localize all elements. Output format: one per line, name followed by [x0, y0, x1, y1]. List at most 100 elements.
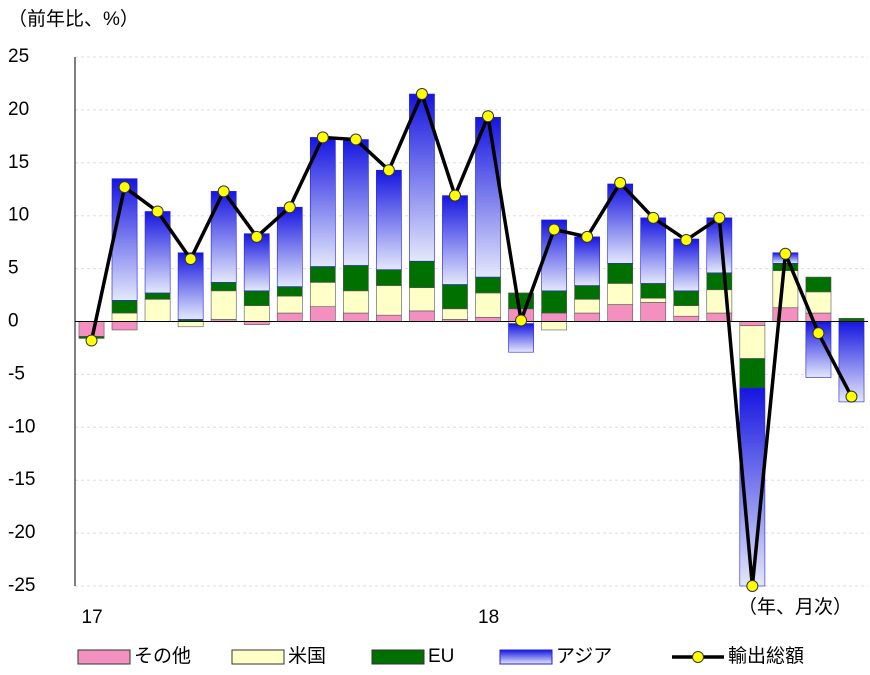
bar-segment: [409, 310, 435, 322]
x-note: （年、月次）: [738, 596, 852, 618]
bar-segment: [342, 265, 369, 292]
bar-segment: [309, 266, 336, 283]
bar-segment: [243, 305, 270, 322]
line-marker: [118, 181, 131, 194]
bar-segment: [342, 312, 369, 322]
legend-label: アジア: [556, 646, 612, 667]
bar-segment: [409, 260, 435, 288]
bar-segment: [640, 283, 667, 299]
bar-segment: [574, 298, 601, 314]
y-tick-label: 0: [8, 311, 19, 332]
bar-segment: [243, 233, 270, 292]
y-tick-label: -20: [8, 522, 35, 543]
bar-segment: [376, 269, 402, 286]
x-tick-label: 17: [82, 607, 103, 628]
line-marker: [779, 247, 792, 260]
y-tick-label: -25: [8, 575, 35, 596]
bar-segment: [276, 295, 303, 314]
bar-segment: [111, 321, 138, 331]
bar-segment: [508, 323, 534, 353]
line-marker: [812, 327, 825, 340]
line-marker: [647, 211, 660, 224]
line-marker: [184, 253, 197, 266]
bar-segment: [442, 284, 468, 310]
bar-segment: [673, 315, 700, 322]
line-marker: [85, 334, 98, 347]
bar-segment: [376, 285, 402, 316]
bar-segment: [243, 290, 270, 306]
line-marker: [845, 390, 858, 403]
bar-segment: [144, 298, 171, 322]
line-marker: [581, 230, 594, 243]
bar-segment: [342, 290, 369, 314]
y-tick-label: -5: [8, 363, 25, 384]
bar-segment: [673, 290, 700, 306]
bar-segment: [574, 236, 601, 286]
bar-segment: [640, 302, 667, 322]
line-marker: [448, 189, 461, 202]
bar-segment: [640, 297, 667, 303]
bar-segment: [739, 358, 766, 389]
legend-swatch: [371, 649, 425, 665]
y-tick-label: 20: [8, 99, 29, 120]
bar-segment: [541, 290, 567, 314]
line-marker: [250, 230, 263, 243]
bar-segment: [276, 286, 303, 297]
legend-marker: [692, 651, 704, 663]
y-axis-label: （前年比、%）: [8, 8, 139, 30]
bar-segment: [276, 206, 303, 287]
y-tick-label: 5: [8, 258, 19, 279]
legend-swatch: [77, 649, 131, 665]
bar-segment: [342, 139, 369, 266]
total-line: [89, 89, 854, 587]
legend-label: EU: [428, 646, 454, 667]
y-tick-label: 25: [8, 46, 29, 67]
bar-segment: [276, 312, 303, 322]
bar-segment: [541, 321, 567, 331]
line-marker: [217, 185, 230, 198]
bar-segment: [144, 292, 171, 300]
bar-segment: [772, 307, 799, 322]
bar-segment: [309, 282, 336, 307]
legend-swatch: [499, 649, 553, 665]
line-marker: [482, 110, 495, 123]
legend-label: その他: [134, 645, 191, 667]
bar-segment: [541, 312, 567, 322]
bar-segment: [376, 314, 402, 322]
line-marker: [316, 131, 329, 144]
legend-swatch: [231, 649, 285, 665]
bar-segment: [111, 300, 138, 314]
bar-segment: [640, 217, 667, 284]
bar-segment: [607, 263, 634, 284]
bar-segment: [111, 312, 138, 322]
legend-label: 輸出総額: [728, 645, 804, 667]
bar-segment: [210, 290, 237, 320]
line-marker: [382, 164, 395, 177]
bar-segment: [475, 316, 501, 322]
bar-segment: [739, 321, 766, 327]
y-tick-label: 10: [8, 205, 29, 226]
line-marker: [151, 205, 164, 218]
bar-segment: [739, 325, 766, 359]
bar-segment: [574, 312, 601, 322]
bar-segment: [309, 306, 336, 322]
line-marker: [713, 211, 726, 224]
bar-segment: [475, 276, 501, 294]
legend-label: 米国: [288, 645, 326, 667]
line-marker: [746, 580, 759, 592]
bar-segment: [607, 304, 634, 322]
bar-segment: [376, 169, 402, 270]
line-marker: [415, 88, 428, 101]
line-marker: [283, 201, 296, 214]
bar-segment: [475, 117, 501, 278]
bar-segment: [442, 308, 468, 320]
bar-segment: [210, 282, 237, 292]
bar-segment: [772, 270, 799, 309]
y-tick-label: -10: [8, 416, 35, 437]
bar-segment: [706, 272, 733, 291]
y-tick-label: -15: [8, 469, 35, 490]
line-marker: [614, 176, 627, 189]
bar-segment: [673, 238, 700, 292]
line-marker: [680, 234, 693, 247]
